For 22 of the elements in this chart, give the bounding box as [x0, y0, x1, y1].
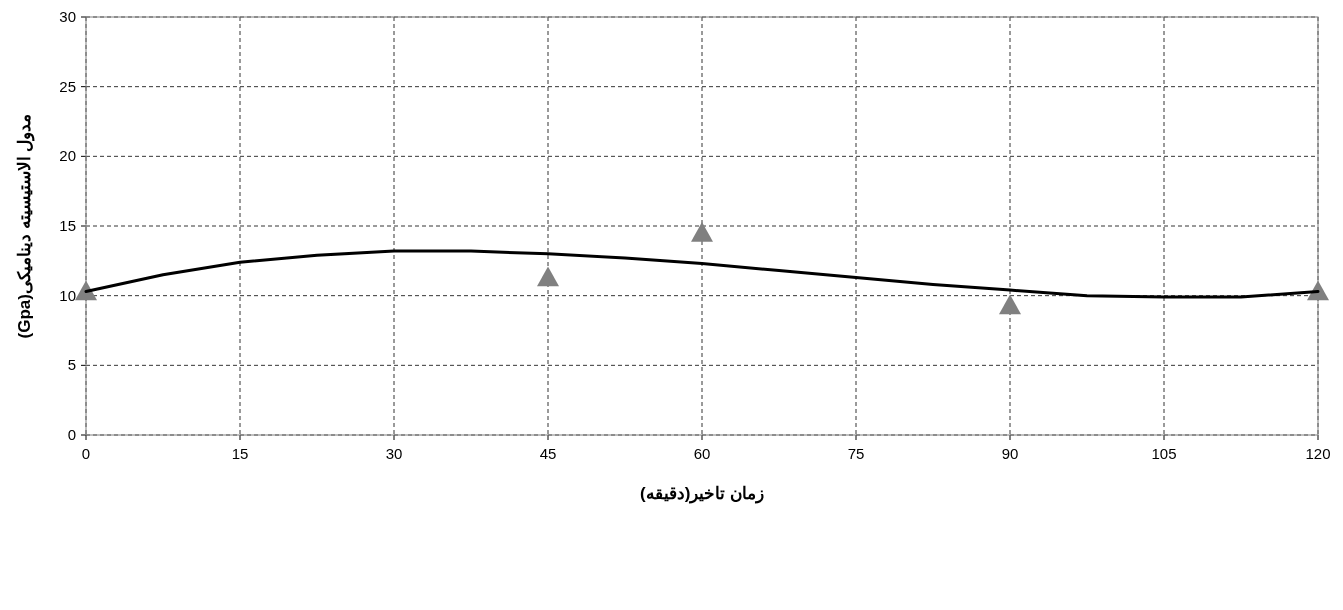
- x-tick-label: 105: [1151, 445, 1177, 462]
- point: [75, 280, 97, 301]
- x-tick-label: 45: [539, 445, 557, 462]
- point: [691, 221, 713, 242]
- y-axis-title: مدول الاستیسیته دینامیکی(Gpa): [15, 113, 35, 339]
- x-tick-label: 120: [1305, 445, 1331, 462]
- y-tick-label: 30: [59, 8, 76, 25]
- point: [999, 294, 1021, 315]
- x-tick-label: 90: [1001, 445, 1019, 462]
- y-tick-label: 20: [59, 147, 76, 165]
- x-tick-label: 60: [693, 445, 711, 462]
- y-tick-label: 0: [67, 426, 76, 443]
- point: [537, 266, 559, 287]
- y-tick-label: 15: [59, 217, 76, 234]
- x-tick-label: 30: [385, 445, 403, 462]
- y-tick-label: 25: [59, 77, 76, 95]
- x-axis-title: زمان تاخیر(دقیقه): [639, 484, 765, 504]
- x-tick-label: 15: [231, 445, 249, 462]
- x-tick-label: 0: [81, 445, 91, 462]
- y-tick-label: 10: [59, 286, 76, 304]
- x-tick-label: 75: [847, 445, 865, 462]
- y-tick-label: 5: [67, 356, 76, 374]
